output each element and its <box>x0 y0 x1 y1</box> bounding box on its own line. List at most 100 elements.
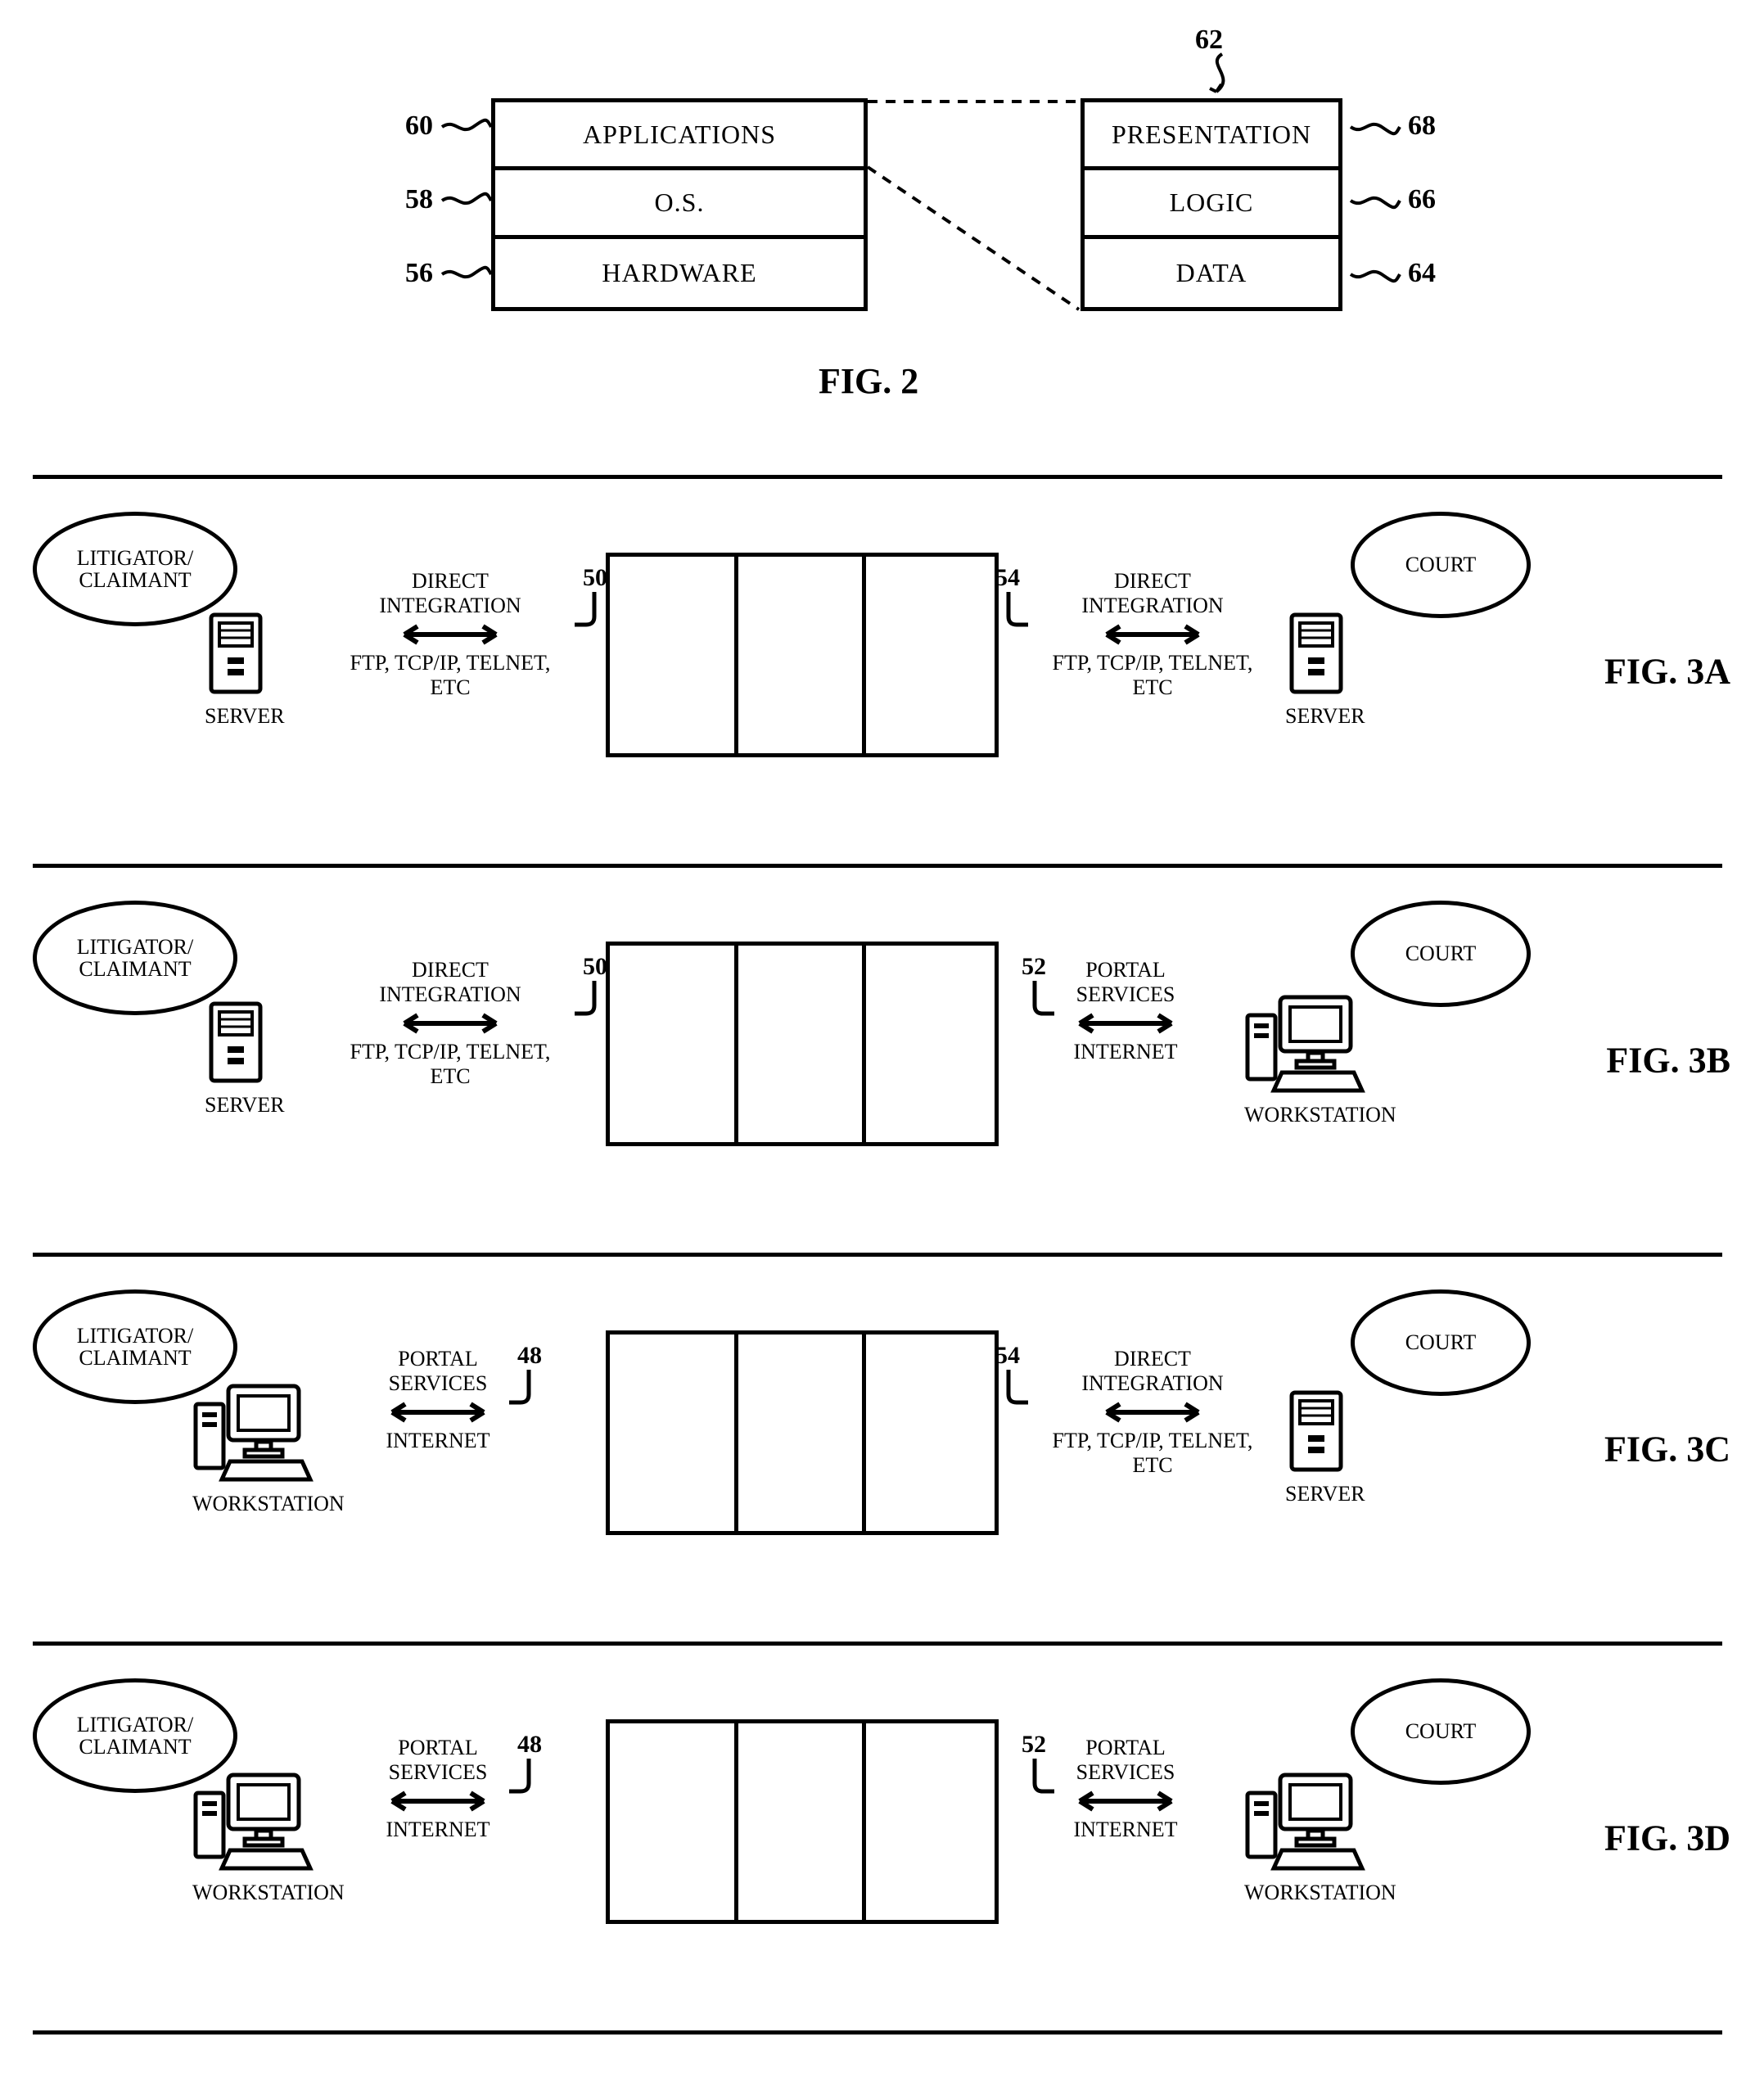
scene-fig3d: LITIGATOR/ CLAIMANT WORKSTATION PORTAL S… <box>33 1642 1722 2035</box>
center-box <box>606 1330 999 1535</box>
squiggle-icon <box>1349 264 1401 285</box>
workstation-icon <box>192 1768 315 1873</box>
lead-line <box>1031 978 1058 1018</box>
device-left: WORKSTATION <box>192 1768 345 1905</box>
double-arrow-icon <box>393 623 508 646</box>
device-left-caption: SERVER <box>205 1093 285 1118</box>
link-line3: FTP, TCP/IP, TELNET, ETC <box>1030 651 1275 700</box>
lead-line <box>571 978 598 1018</box>
link-left: PORTAL SERVICES INTERNET 48 <box>368 1347 508 1453</box>
party-right-line1: COURT <box>1405 553 1477 576</box>
party-right-line1: COURT <box>1405 1331 1477 1353</box>
link-line2: INTEGRATION <box>1081 594 1223 618</box>
right-stack: PRESENTATION LOGIC DATA <box>1081 98 1342 311</box>
link-line1: PORTAL <box>398 1736 477 1760</box>
link-line1: PORTAL <box>398 1347 477 1371</box>
link-line2: SERVICES <box>389 1371 488 1396</box>
server-icon <box>205 999 267 1086</box>
ref-60: 60 <box>405 111 433 142</box>
party-right-line1: COURT <box>1405 942 1477 964</box>
center-box <box>606 942 999 1146</box>
link-right: PORTAL SERVICES INTERNET 52 <box>1056 1736 1195 1842</box>
left-stack: APPLICATIONS O.S. HARDWARE <box>491 98 868 311</box>
link-line3: INTERNET <box>1073 1818 1177 1842</box>
center-col <box>738 946 867 1142</box>
link-left: DIRECT INTEGRATION FTP, TCP/IP, TELNET, … <box>327 958 573 1089</box>
party-right-line1: COURT <box>1405 1720 1477 1742</box>
server-icon <box>1285 1388 1347 1475</box>
link-line2: SERVICES <box>1076 982 1175 1007</box>
party-right: COURT <box>1351 1678 1531 1785</box>
party-right: COURT <box>1351 512 1531 618</box>
link-line1: DIRECT <box>1114 569 1191 594</box>
link-right: PORTAL SERVICES INTERNET 52 <box>1056 958 1195 1064</box>
fig-label: FIG. 3D <box>1604 1818 1730 1859</box>
squiggle-icon <box>440 116 493 138</box>
squiggle-icon <box>440 264 493 285</box>
center-col <box>610 1723 738 1920</box>
party-right: COURT <box>1351 901 1531 1007</box>
device-right: SERVER <box>1285 610 1365 729</box>
device-left-caption: WORKSTATION <box>192 1492 345 1516</box>
presentation-layer: PRESENTATION <box>1085 102 1338 170</box>
double-arrow-icon <box>1068 1790 1183 1813</box>
device-right-caption: SERVER <box>1285 704 1365 729</box>
device-right-caption: SERVER <box>1285 1482 1365 1506</box>
link-line3: FTP, TCP/IP, TELNET, ETC <box>327 651 573 700</box>
link-left: DIRECT INTEGRATION FTP, TCP/IP, TELNET, … <box>327 569 573 700</box>
lead-line <box>506 1755 532 1796</box>
device-left-caption: WORKSTATION <box>192 1881 345 1905</box>
center-col <box>610 946 738 1142</box>
applications-layer: APPLICATIONS <box>495 102 864 170</box>
device-right-caption: WORKSTATION <box>1244 1103 1396 1127</box>
link-line3: FTP, TCP/IP, TELNET, ETC <box>327 1040 573 1089</box>
center-col <box>738 1335 867 1531</box>
fig3-group: LITIGATOR/ CLAIMANT SERVER DIRECT INTEGR… <box>33 475 1722 2035</box>
squiggle-icon <box>1349 190 1401 211</box>
link-line3: INTERNET <box>386 1818 490 1842</box>
lead-line <box>1031 1755 1058 1796</box>
workstation-icon <box>192 1380 315 1484</box>
lead-line <box>506 1366 532 1407</box>
link-line1: DIRECT <box>1114 1347 1191 1371</box>
fig-label: FIG. 3A <box>1604 651 1730 693</box>
scene-fig3c: LITIGATOR/ CLAIMANT WORKSTATION PORTAL S… <box>33 1253 1722 1646</box>
link-line3: FTP, TCP/IP, TELNET, ETC <box>1030 1429 1275 1478</box>
lead-line <box>571 589 598 630</box>
double-arrow-icon <box>381 1401 495 1424</box>
logic-layer: LOGIC <box>1085 170 1338 238</box>
party-left-line2: CLAIMANT <box>79 1736 191 1758</box>
center-col <box>866 1723 995 1920</box>
link-line3: INTERNET <box>1073 1040 1177 1064</box>
device-right: WORKSTATION <box>1244 991 1396 1127</box>
center-box <box>606 1719 999 1924</box>
data-layer: DATA <box>1085 239 1338 307</box>
link-line2: INTEGRATION <box>379 982 521 1007</box>
ref-68: 68 <box>1408 111 1436 142</box>
link-line1: PORTAL <box>1085 1736 1165 1760</box>
ref-66: 66 <box>1408 184 1436 215</box>
server-icon <box>205 610 267 697</box>
double-arrow-icon <box>381 1790 495 1813</box>
scene-fig3b: LITIGATOR/ CLAIMANT SERVER DIRECT INTEGR… <box>33 864 1722 1257</box>
ref-58: 58 <box>405 184 433 215</box>
lead-line <box>1005 1366 1031 1407</box>
zoom-lines <box>868 98 1081 314</box>
fig-label: FIG. 3B <box>1606 1040 1730 1082</box>
device-left: SERVER <box>205 999 285 1118</box>
center-col <box>610 557 738 753</box>
page: 62 APPLICATIONS O.S. HARDWARE 60 58 56 P… <box>33 33 1722 2035</box>
party-left-line1: LITIGATOR/ <box>77 1714 194 1736</box>
link-line2: SERVICES <box>1076 1760 1175 1785</box>
device-left: WORKSTATION <box>192 1380 345 1516</box>
link-line3: INTERNET <box>386 1429 490 1453</box>
lead-arrow-62 <box>1202 52 1243 100</box>
fig2-label: FIG. 2 <box>819 360 918 402</box>
ref-62: 62 <box>1195 25 1223 56</box>
party-left-line2: CLAIMANT <box>79 1347 191 1369</box>
center-col <box>610 1335 738 1531</box>
double-arrow-icon <box>393 1012 508 1035</box>
device-right: SERVER <box>1285 1388 1365 1506</box>
scene-fig3a: LITIGATOR/ CLAIMANT SERVER DIRECT INTEGR… <box>33 475 1722 868</box>
ref-56: 56 <box>405 258 433 289</box>
